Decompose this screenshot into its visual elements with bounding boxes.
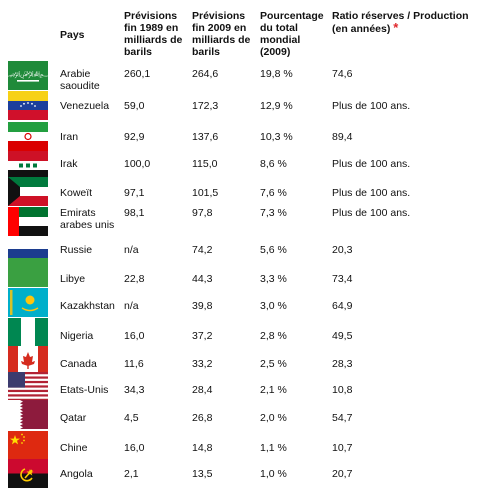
- country-name: Libye: [60, 273, 86, 285]
- world-percentage-value: 8,6 %: [260, 158, 287, 170]
- forecast-2009-value: 14,8: [192, 442, 213, 454]
- world-percentage-value: 7,6 %: [260, 187, 287, 199]
- forecast-1989-value: n/a: [124, 244, 139, 256]
- world-percentage-value: 12,9 %: [260, 100, 293, 112]
- forecast-2009-value: 264,6: [192, 68, 219, 80]
- country-name: Qatar: [60, 412, 87, 424]
- forecast-2009-value: 28,4: [192, 384, 213, 396]
- forecast-1989-value: 16,0: [124, 330, 145, 342]
- world-percentage-value: 3,3 %: [260, 273, 287, 285]
- reserves-ratio-value: 10,7: [332, 442, 353, 454]
- iran-flag: [8, 122, 48, 151]
- forecast-1989-value: 16,0: [124, 442, 145, 454]
- canada-flag: [8, 346, 48, 375]
- forecast-2009-value: 37,2: [192, 330, 213, 342]
- country-name: Emirats arabes unis: [60, 207, 115, 231]
- nigeria-flag: [8, 318, 48, 347]
- forecast-1989-value: 100,0: [124, 158, 151, 170]
- uae-flag: [8, 207, 48, 236]
- reserves-ratio-value: 20,3: [332, 244, 353, 256]
- world-percentage-value: 5,6 %: [260, 244, 287, 256]
- forecast-1989-value: 11,6: [124, 358, 144, 370]
- reserves-ratio-value: 20,7: [332, 468, 353, 480]
- forecast-1989-value: 260,1: [124, 68, 151, 80]
- reserves-ratio-value: Plus de 100 ans.: [332, 158, 411, 170]
- country-name: Nigeria: [60, 330, 94, 342]
- venezuela-flag: [8, 91, 48, 120]
- reserves-ratio-value: 10,8: [332, 384, 353, 396]
- forecast-1989-value: n/a: [124, 300, 139, 312]
- header-pays: Pays: [60, 29, 85, 41]
- forecast-2009-value: 39,8: [192, 300, 213, 312]
- reserves-ratio-value: 28,3: [332, 358, 353, 370]
- reserves-ratio-value: 74,6: [332, 68, 353, 80]
- forecast-2009-value: 74,2: [192, 244, 213, 256]
- forecast-1989-value: 92,9: [124, 131, 145, 143]
- forecast-1989-value: 59,0: [124, 100, 145, 112]
- forecast-2009-value: 26,8: [192, 412, 213, 424]
- country-name: Irak: [60, 158, 78, 170]
- world-percentage-value: 1,1 %: [260, 442, 287, 454]
- reserves-ratio-value: 49,5: [332, 330, 353, 342]
- world-percentage-value: 2,1 %: [260, 384, 287, 396]
- reserves-ratio-value: 73,4: [332, 273, 353, 285]
- iraq-flag: [8, 151, 48, 180]
- country-name: Angola: [60, 468, 93, 480]
- forecast-2009-value: 13,5: [192, 468, 213, 480]
- kazakhstan-flag: [8, 288, 48, 317]
- reserves-ratio-value: 89,4: [332, 131, 353, 143]
- svg-text:﷽: ﷽: [8, 70, 48, 79]
- country-name: Iran: [60, 131, 79, 143]
- world-percentage-value: 10,3 %: [260, 131, 293, 143]
- country-name: Koweït: [60, 187, 93, 199]
- forecast-1989-value: 22,8: [124, 273, 145, 285]
- forecast-2009-value: 97,8: [192, 207, 213, 219]
- forecast-1989-value: 98,1: [124, 207, 145, 219]
- forecast-1989-value: 34,3: [124, 384, 145, 396]
- forecast-2009-value: 33,2: [192, 358, 213, 370]
- forecast-1989-value: 4,5: [124, 412, 139, 424]
- reserves-ratio-value: 64,9: [332, 300, 353, 312]
- kuwait-flag: [8, 177, 48, 206]
- country-name: Russie: [60, 244, 93, 256]
- qatar-flag: [8, 400, 48, 429]
- country-name: Venezuela: [60, 100, 110, 112]
- world-percentage-value: 2,0 %: [260, 412, 287, 424]
- usa-flag: [8, 372, 48, 401]
- world-percentage-value: 7,3 %: [260, 207, 287, 219]
- reserves-ratio-value: Plus de 100 ans.: [332, 100, 411, 112]
- country-name: Etats-Unis: [60, 384, 109, 396]
- forecast-2009-value: 115,0: [192, 158, 218, 170]
- forecast-2009-value: 101,5: [192, 187, 219, 199]
- forecast-1989-value: 2,1: [124, 468, 139, 480]
- world-percentage-value: 19,8 %: [260, 68, 293, 80]
- forecast-1989-value: 97,1: [124, 187, 145, 199]
- world-percentage-value: 1,0 %: [260, 468, 287, 480]
- angola-flag: [8, 459, 48, 488]
- header-world-percentage: Pourcentage du total mondial (2009): [260, 10, 324, 58]
- country-name: Kazakhstan: [60, 300, 115, 312]
- header-ratio-label: Ratio réserves / Production (en années): [332, 10, 469, 35]
- forecast-2009-value: 137,6: [192, 131, 219, 143]
- asterisk-icon: *: [393, 20, 399, 35]
- libya-flag: [8, 258, 48, 287]
- world-percentage-value: 2,5 %: [260, 358, 287, 370]
- china-flag: [8, 431, 48, 460]
- country-name: Arabie saoudite: [60, 68, 100, 92]
- world-percentage-value: 3,0 %: [260, 300, 287, 312]
- header-reserves-production-ratio: Ratio réserves / Production (en années) …: [332, 10, 472, 35]
- table-header: Pays Prévisions fin 1989 en milliards de…: [0, 0, 482, 60]
- header-1989-forecast: Prévisions fin 1989 en milliards de bari…: [124, 10, 183, 58]
- reserves-ratio-value: Plus de 100 ans.: [332, 187, 411, 199]
- reserves-ratio-value: Plus de 100 ans.: [332, 207, 411, 219]
- forecast-2009-value: 44,3: [192, 273, 213, 285]
- reserves-ratio-value: 54,7: [332, 412, 353, 424]
- header-2009-forecast: Prévisions fin 2009 en milliards de bari…: [192, 10, 251, 58]
- forecast-2009-value: 172,3: [192, 100, 219, 112]
- country-name: Chine: [60, 442, 88, 454]
- country-name: Canada: [60, 358, 97, 370]
- saudi-arabia-flag: ﷽: [8, 61, 48, 90]
- world-percentage-value: 2,8 %: [260, 330, 287, 342]
